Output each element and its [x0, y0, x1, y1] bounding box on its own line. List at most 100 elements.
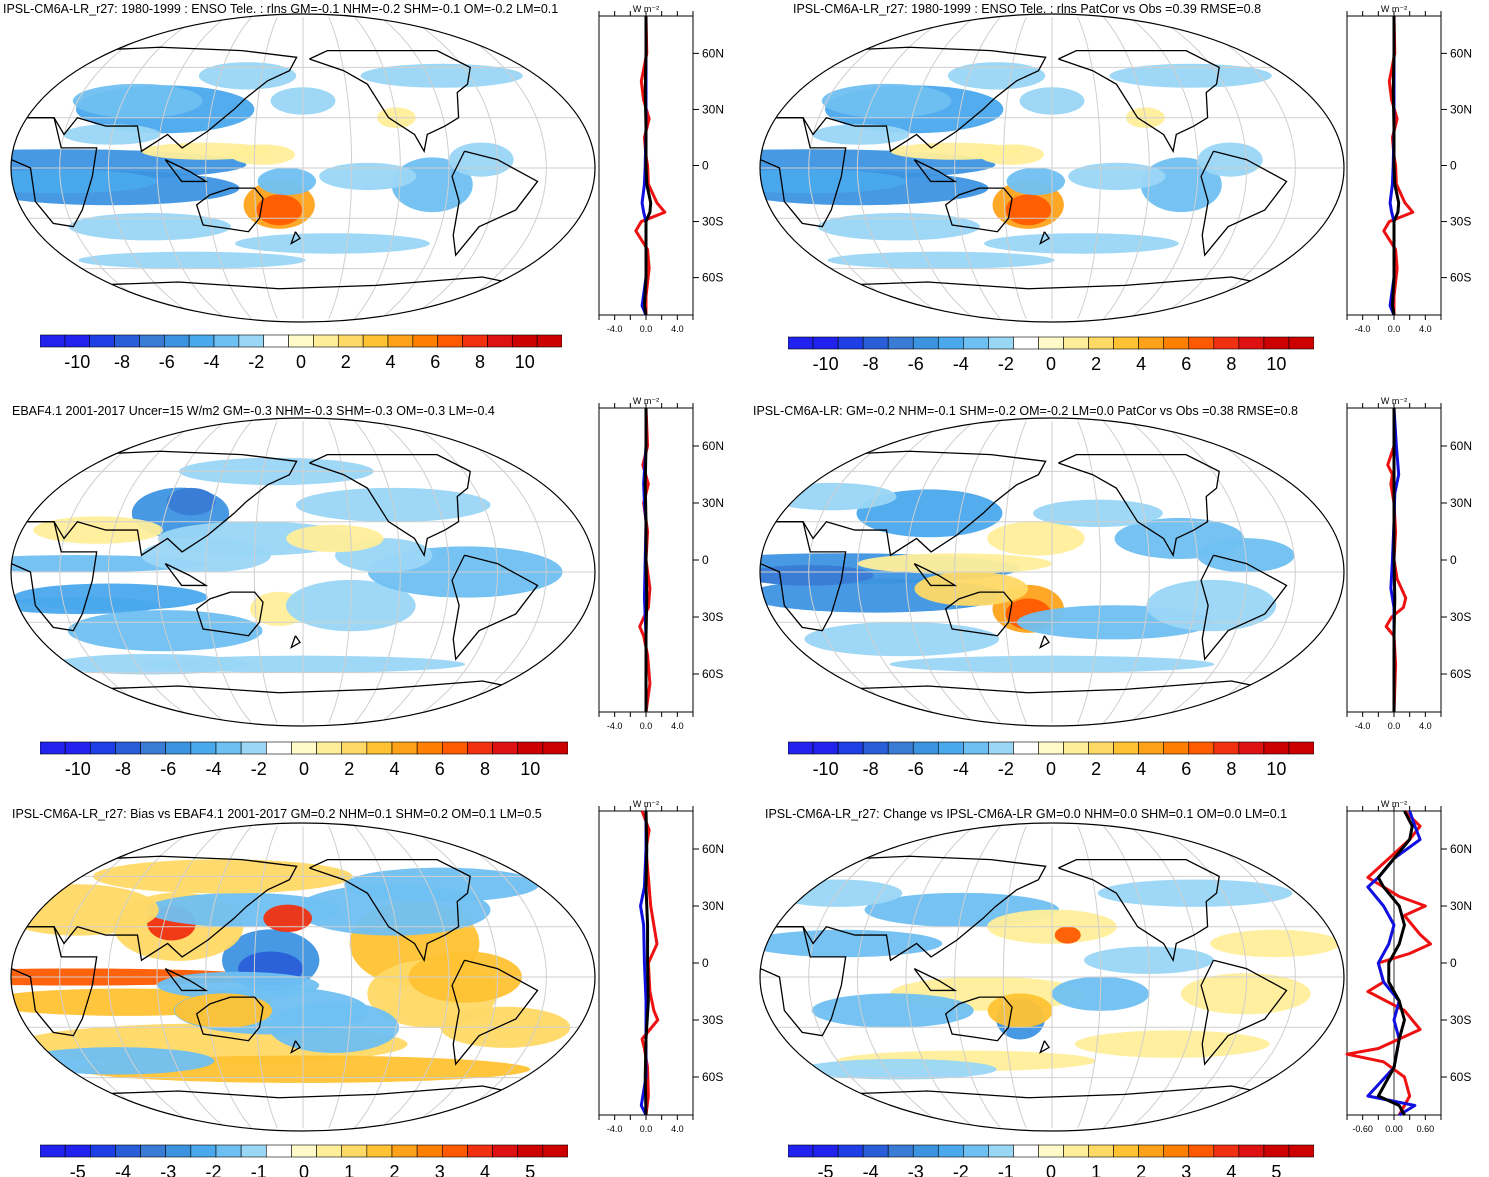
colorbar-box [89, 334, 115, 348]
colorbar-label: 4 [1136, 759, 1146, 779]
coastline [944, 187, 1013, 233]
colorbar-box [912, 1144, 939, 1158]
zonal-series-black [1392, 408, 1397, 712]
colorbar-box [240, 1144, 267, 1158]
colorbar: -5 -4 -3 -2 -1 0 1 2 3 4 5 [788, 1144, 1314, 1177]
map-field-patch [230, 144, 296, 165]
colorbar-box [988, 1144, 1014, 1158]
colorbar-label: -10 [64, 352, 90, 372]
map-field-patch [235, 233, 430, 254]
coastline [944, 996, 1013, 1042]
colorbar-label: 6 [435, 759, 445, 779]
colorbar-box [1038, 1144, 1064, 1158]
colorbar-label: -5 [70, 1162, 86, 1177]
coastline [1039, 231, 1050, 245]
colorbar: -10 -8 -6 -4 -2 0 2 4 6 8 10 [40, 334, 562, 372]
colorbar-label: 10 [520, 759, 540, 779]
colorbar-label: 8 [1226, 354, 1236, 374]
longitude-gridline [856, 420, 950, 724]
colorbar-box [213, 334, 240, 348]
map-field-patch [987, 993, 1053, 1028]
longitude-gridline [379, 825, 450, 1129]
colorbar-box [316, 1144, 343, 1158]
zonal-lat-label: 60N [702, 439, 724, 453]
colorbar-label: 4 [480, 1162, 490, 1177]
colorbar-box [89, 741, 116, 755]
map-field-patch [19, 1047, 215, 1075]
zonal-x-tick-label: 0.0 [640, 721, 653, 731]
colorbar-box [64, 334, 91, 348]
coastline [1058, 858, 1220, 963]
map-field-patch [1074, 1030, 1270, 1058]
longitude-gridline [405, 16, 499, 320]
zonal-lat-label: 30N [1450, 102, 1472, 116]
colorbar-box [1288, 741, 1314, 755]
coastline [913, 563, 958, 587]
colorbar-box [391, 741, 418, 755]
coastline [913, 968, 958, 992]
colorbar-box [265, 741, 292, 755]
colorbar-box [542, 741, 568, 755]
zonal-x-tick-label: 4.0 [671, 324, 684, 334]
map-field-patch [263, 904, 313, 932]
map-field-patch [1097, 879, 1293, 907]
colorbar-box [837, 1144, 864, 1158]
longitude-gridline [905, 16, 976, 320]
colorbar-label: -8 [863, 759, 879, 779]
colorbar-label: 10 [515, 352, 535, 372]
colorbar-box [536, 334, 562, 348]
zonal-x-tick-label: -4.0 [607, 1124, 623, 1134]
colorbar-box [988, 741, 1014, 755]
map-field-patch [174, 993, 273, 1028]
map-field-patch [827, 251, 1055, 269]
zonal-x-tick-label: 4.0 [1419, 721, 1432, 731]
zonal-series-black [1376, 810, 1414, 1116]
map-field-patch [198, 62, 297, 90]
world-map [759, 13, 1345, 323]
panel-title: IPSL-CM6A-LR: GM=-0.2 NHM=-0.1 SHM=-0.2 … [753, 404, 1298, 418]
colorbar-box [862, 741, 889, 755]
coastline [771, 855, 1047, 962]
colorbar-label: 2 [341, 352, 351, 372]
coastline [944, 591, 1013, 637]
colorbar-box [163, 334, 190, 348]
colorbar-box [115, 1144, 141, 1158]
colorbar-label: 3 [1181, 1162, 1191, 1177]
colorbar-box [912, 336, 939, 350]
longitude-gridline [379, 16, 450, 320]
zonal-x-tick-label: -4.0 [607, 721, 623, 731]
panel-title: IPSL-CM6A-LR_r27: 1980-1999 : ENSO Tele.… [793, 2, 1262, 16]
zonal-mean-plot: W m⁻² 60N 30N 0 30S 60S -4.0 0.0 4.0 [598, 4, 724, 334]
map-field-patch [1005, 194, 1052, 226]
longitude-gridline [1077, 420, 1102, 724]
colorbar-box [341, 741, 368, 755]
colorbar-box [316, 741, 343, 755]
colorbar-label: -4 [115, 1162, 131, 1177]
longitude-gridline [808, 16, 924, 320]
colorbar-box [265, 1144, 292, 1158]
colorbar-label: 0 [299, 759, 309, 779]
colorbar-label: -10 [65, 759, 91, 779]
coastline [164, 968, 209, 992]
colorbar-box [812, 1144, 839, 1158]
colorbar-label: 2 [344, 759, 354, 779]
zonal-x-tick-label: -4.0 [607, 324, 623, 334]
zonal-series-red [1345, 809, 1433, 1116]
longitude-gridline [253, 16, 278, 320]
colorbar-box [862, 1144, 889, 1158]
colorbar-label: -2 [998, 354, 1014, 374]
longitude-gridline [1103, 420, 1150, 724]
longitude-gridline [1128, 825, 1199, 1129]
zonal-unit-label: W m⁻² [633, 396, 659, 406]
zonal-mean-plot: W m⁻² 60N 30N 0 30S 60S -4.0 0.0 4.0 [598, 799, 724, 1134]
zonal-unit-label: W m⁻² [633, 4, 659, 14]
panel-title: IPSL-CM6A-LR_r27: Change vs IPSL-CM6A-LR… [765, 807, 1288, 821]
longitude-gridline [107, 16, 201, 320]
colorbar-box [963, 741, 989, 755]
map-field-patch [1146, 579, 1277, 632]
world-map [10, 822, 596, 1132]
coastline [1200, 959, 1288, 1066]
coastline [195, 187, 264, 233]
colorbar-box [1188, 1144, 1215, 1158]
colorbar-box [1163, 1144, 1190, 1158]
